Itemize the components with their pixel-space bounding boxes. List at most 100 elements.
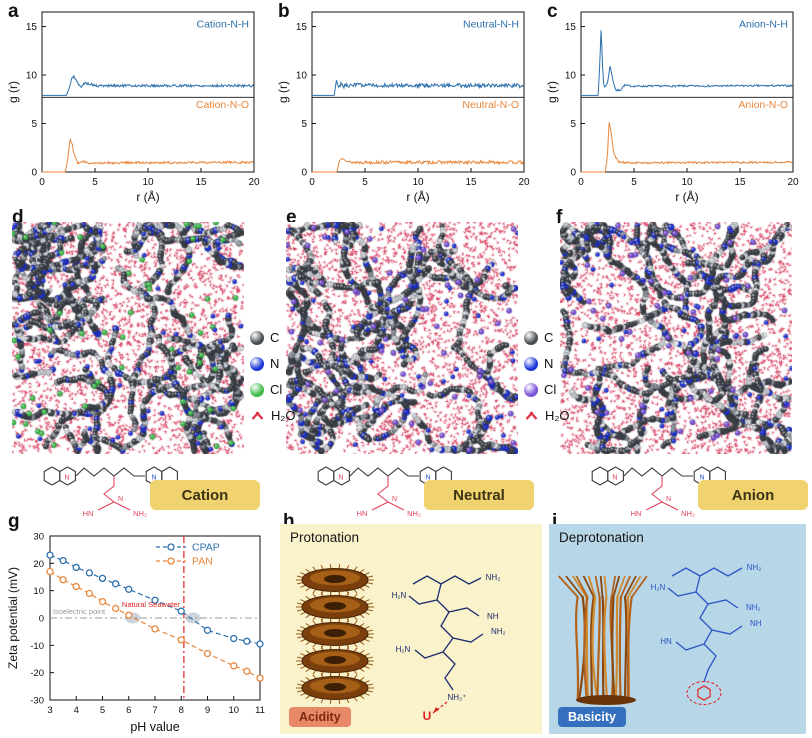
legend-item-Cl: Cl bbox=[524, 382, 570, 397]
panel-protonation: Protonation NH₂ NH NH₂ H₂N H₂N NH₃⁺ U Acidity bbox=[280, 524, 542, 734]
svg-text:0: 0 bbox=[39, 177, 45, 188]
water-icon bbox=[251, 411, 264, 420]
legend-swatch bbox=[524, 330, 538, 345]
svg-text:5: 5 bbox=[631, 177, 637, 188]
svg-text:5: 5 bbox=[570, 119, 576, 130]
svg-text:7: 7 bbox=[152, 705, 157, 716]
series-Neutral-N-H bbox=[312, 80, 524, 96]
deprotonation-graphic: NH₂ NH₂ NH H₂N HN bbox=[557, 563, 762, 705]
svg-text:N: N bbox=[699, 475, 704, 482]
svg-text:0: 0 bbox=[31, 168, 37, 179]
svg-text:5: 5 bbox=[301, 119, 307, 130]
legend-label: C bbox=[544, 330, 554, 345]
svg-text:10: 10 bbox=[681, 177, 693, 188]
svg-text:r (Å): r (Å) bbox=[406, 189, 429, 204]
legend-swatch bbox=[524, 382, 538, 397]
svg-text:Neutral-N-O: Neutral-N-O bbox=[462, 99, 519, 111]
svg-text:Natural Seawater: Natural Seawater bbox=[122, 600, 180, 609]
svg-text:r (Å): r (Å) bbox=[675, 189, 698, 204]
rdf-chart-neutral: 0 5 10 15 20 0 5 10 15 r (Å) g (r) Neutral-N-H Neutr… bbox=[276, 11, 530, 204]
zeta-potential-chart: 3 4 5 6 7 8 9 10 11 -30 -20 -10 0 10 20 30 pH value Zeta … bbox=[6, 532, 265, 735]
svg-text:10: 10 bbox=[296, 71, 308, 82]
svg-text:NH₂: NH₂ bbox=[681, 509, 695, 518]
svg-text:-30: -30 bbox=[30, 696, 44, 707]
series-Anion-N-O bbox=[581, 122, 793, 173]
svg-text:r (Å): r (Å) bbox=[136, 189, 159, 204]
svg-text:5: 5 bbox=[100, 705, 105, 716]
md-legend-neutral: C N Cl H₂O bbox=[524, 330, 570, 423]
svg-text:20: 20 bbox=[248, 177, 260, 188]
svg-text:10: 10 bbox=[412, 177, 424, 188]
svg-text:N: N bbox=[118, 496, 123, 503]
svg-text:g (r): g (r) bbox=[6, 81, 20, 103]
svg-text:NH₂: NH₂ bbox=[746, 603, 761, 612]
svg-text:10: 10 bbox=[142, 177, 154, 188]
legend-item-N: N bbox=[524, 356, 570, 371]
protonation-title: Protonation bbox=[290, 530, 360, 545]
legend-swatch bbox=[250, 356, 264, 371]
svg-text:0: 0 bbox=[301, 168, 307, 179]
svg-text:NH₂: NH₂ bbox=[491, 627, 506, 636]
svg-text:5: 5 bbox=[362, 177, 368, 188]
md-snapshot-cation bbox=[12, 222, 244, 454]
series-Cation-N-O bbox=[42, 138, 254, 173]
legend-label: H₂O bbox=[545, 408, 570, 423]
label-neutral: Neutral bbox=[424, 480, 534, 510]
svg-text:4: 4 bbox=[74, 705, 79, 716]
svg-text:H₂N: H₂N bbox=[392, 591, 407, 600]
legend-item-H₂O: H₂O bbox=[250, 408, 296, 423]
md-snapshot-anion bbox=[560, 222, 792, 454]
deprotonation-title: Deprotonation bbox=[559, 530, 644, 545]
svg-text:10: 10 bbox=[33, 586, 44, 597]
svg-text:20: 20 bbox=[518, 177, 530, 188]
panel-deprotonation: Deprotonation NH₂ NH₂ NH H₂N HN Basicity bbox=[549, 524, 806, 734]
svg-text:g (r): g (r) bbox=[545, 81, 559, 103]
legend-label: C bbox=[270, 330, 280, 345]
panel-letter-c: c bbox=[547, 1, 558, 22]
svg-text:U: U bbox=[423, 709, 432, 723]
panel-letter-a: a bbox=[8, 1, 19, 22]
acidity-badge: Acidity bbox=[289, 707, 351, 727]
svg-text:NH₂: NH₂ bbox=[486, 573, 501, 582]
svg-text:20: 20 bbox=[33, 559, 44, 570]
molecule-structure-neutral: N N N HN NH₂ bbox=[317, 466, 452, 518]
svg-text:11: 11 bbox=[255, 705, 265, 716]
svg-text:NH: NH bbox=[487, 612, 499, 621]
legend-item-Cl: Cl bbox=[250, 382, 296, 397]
svg-text:HN: HN bbox=[660, 637, 672, 646]
molecule-structure-cation: N N N HN NH₂ bbox=[43, 466, 178, 518]
svg-text:15: 15 bbox=[26, 22, 38, 33]
legend-label: N bbox=[270, 356, 280, 371]
svg-text:0: 0 bbox=[39, 614, 44, 625]
svg-text:10: 10 bbox=[565, 71, 577, 82]
svg-text:NH₂: NH₂ bbox=[747, 563, 762, 572]
svg-text:N: N bbox=[666, 496, 671, 503]
rdf-chart-anion: 0 5 10 15 20 0 5 10 15 r (Å) g (r) Anion-N-H Anion-N… bbox=[545, 11, 799, 204]
svg-text:-10: -10 bbox=[30, 641, 44, 652]
svg-text:15: 15 bbox=[734, 177, 746, 188]
svg-text:3: 3 bbox=[47, 705, 52, 716]
rdf-chart-cation: 0 5 10 15 20 0 5 10 15 r (Å) g (r) Cation-N-H Cation… bbox=[6, 11, 260, 204]
svg-text:Cation-N-O: Cation-N-O bbox=[196, 99, 249, 111]
panel-letter-d: d bbox=[12, 207, 24, 228]
legend-item-H₂O: H₂O bbox=[524, 408, 570, 423]
svg-text:Cation-N-H: Cation-N-H bbox=[196, 19, 249, 31]
svg-text:10: 10 bbox=[26, 71, 38, 82]
svg-text:15: 15 bbox=[296, 22, 308, 33]
svg-text:5: 5 bbox=[92, 177, 98, 188]
svg-text:CPAP: CPAP bbox=[192, 542, 220, 554]
svg-text:Anion-N-O: Anion-N-O bbox=[738, 99, 788, 111]
svg-text:Neutral-N-H: Neutral-N-H bbox=[463, 19, 519, 31]
svg-text:-20: -20 bbox=[30, 668, 44, 679]
basicity-badge: Basicity bbox=[558, 707, 626, 727]
svg-text:8: 8 bbox=[179, 705, 184, 716]
md-snapshot-neutral bbox=[286, 222, 518, 454]
svg-text:HN: HN bbox=[631, 509, 642, 518]
svg-text:15: 15 bbox=[465, 177, 477, 188]
svg-text:N: N bbox=[612, 475, 617, 482]
svg-text:NH₂: NH₂ bbox=[407, 509, 421, 518]
legend-item-C: C bbox=[524, 330, 570, 345]
series-Neutral-N-O bbox=[312, 157, 524, 173]
water-icon bbox=[525, 411, 538, 420]
svg-text:N: N bbox=[151, 475, 156, 482]
